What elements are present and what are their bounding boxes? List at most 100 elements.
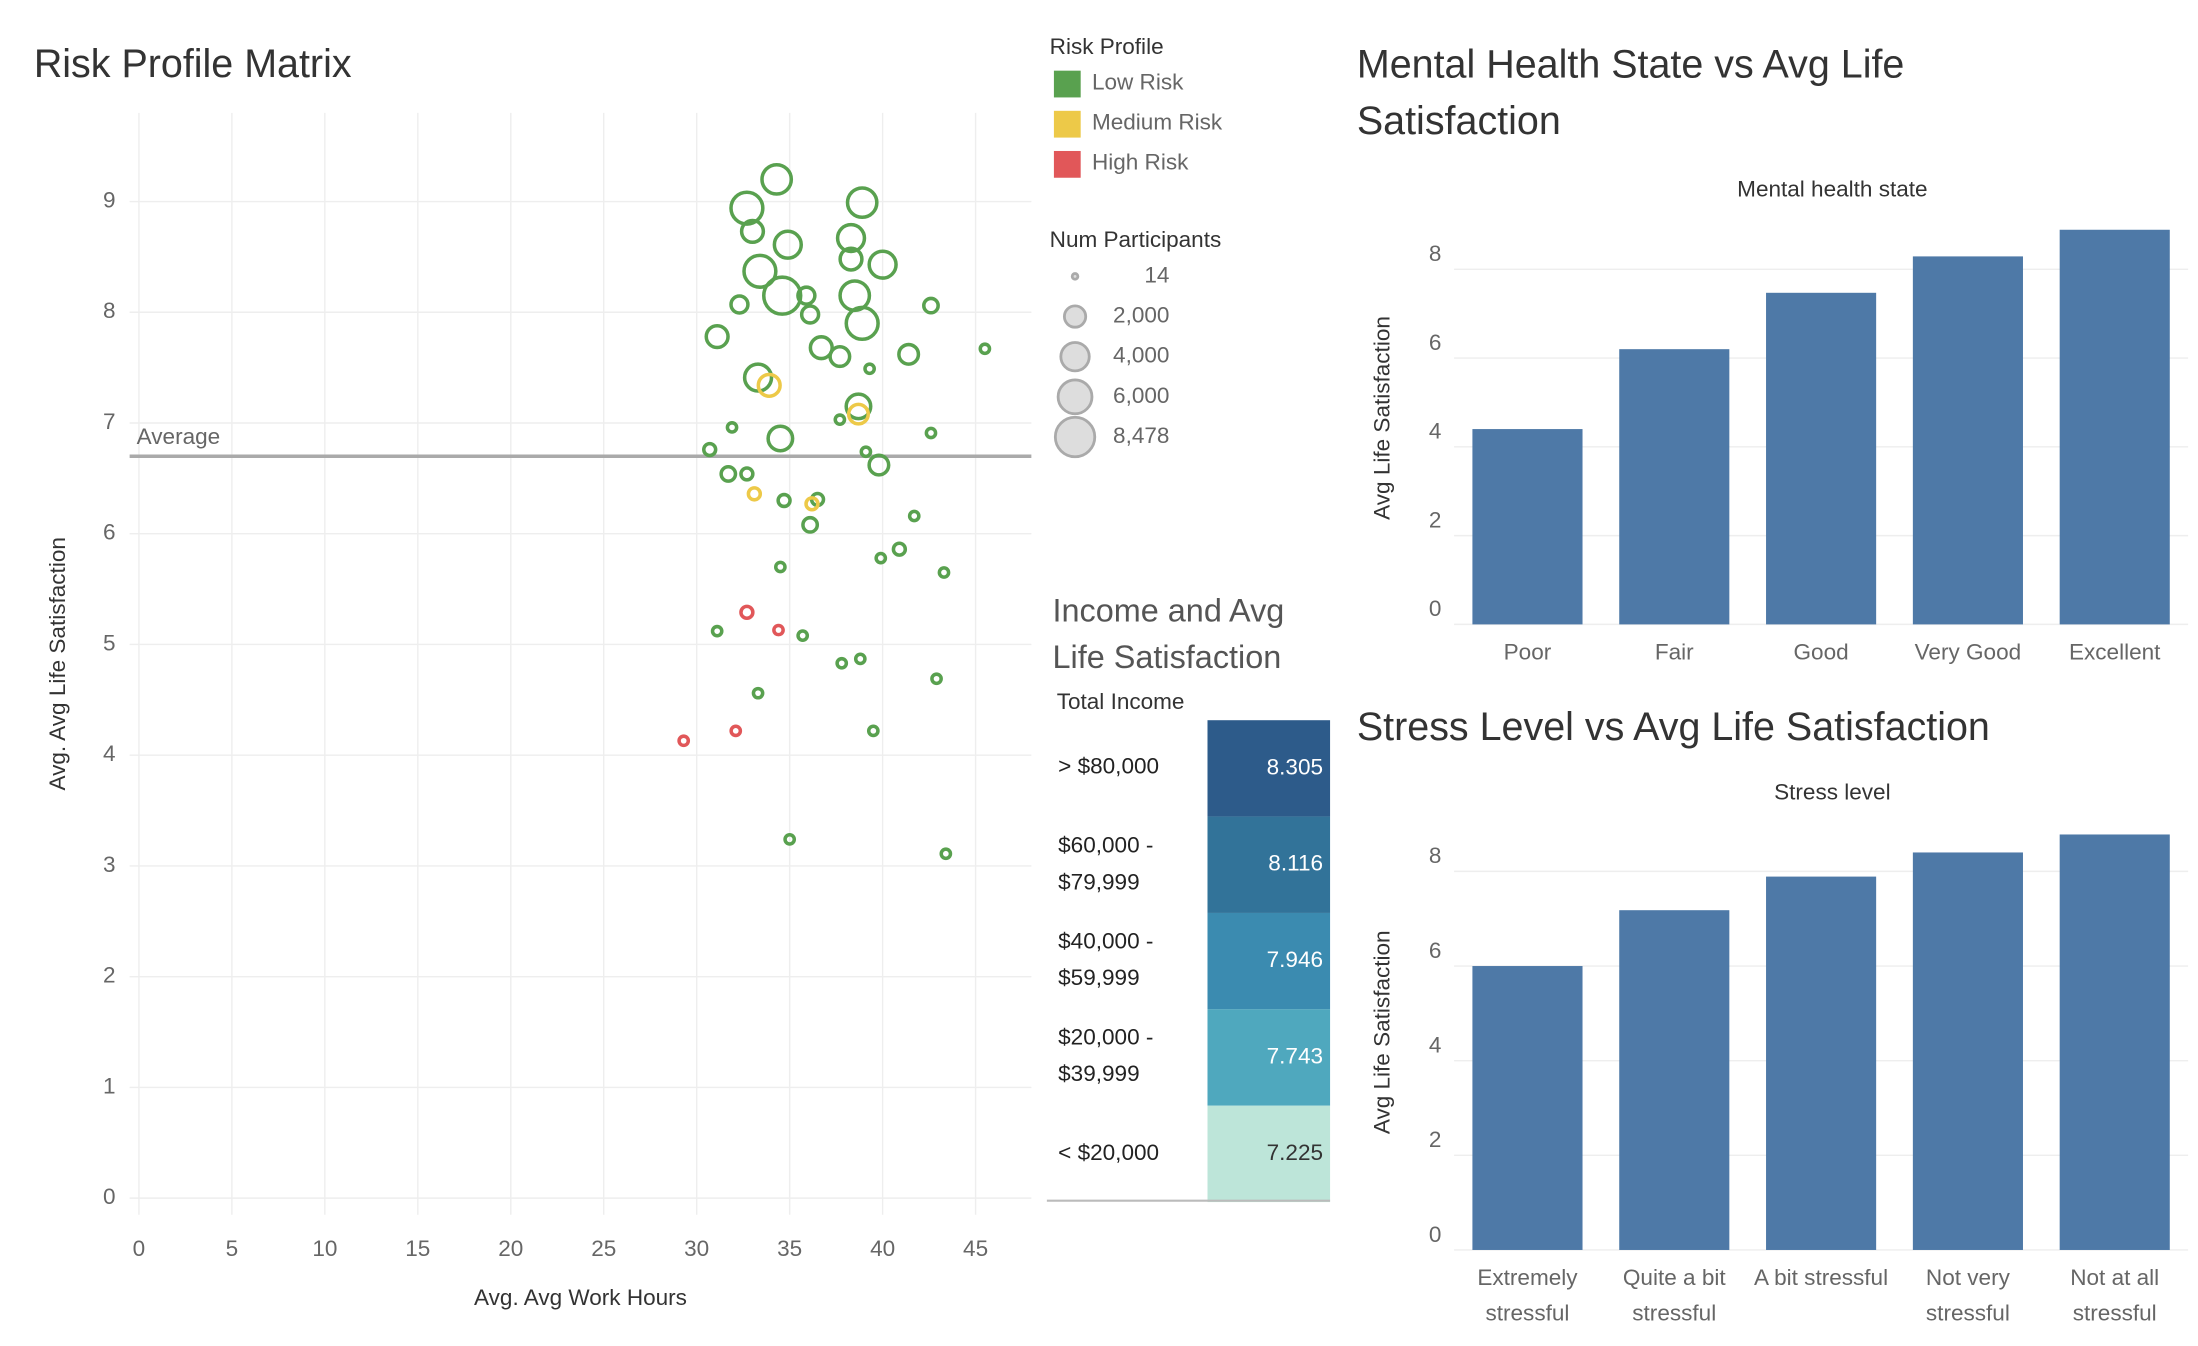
point xyxy=(739,218,766,245)
bar xyxy=(1912,852,2023,1250)
y-tick-label: 9 xyxy=(103,187,116,212)
y-tick-label: 2 xyxy=(103,963,116,988)
row-label: $40,000 - $59,999 xyxy=(1058,930,1154,991)
x-tick-label: A bit stressful xyxy=(1754,1266,1889,1291)
point xyxy=(772,229,803,260)
legend-swatch xyxy=(1053,150,1081,178)
point xyxy=(924,426,938,440)
point xyxy=(766,424,795,453)
chart-title: Risk Profile Matrix xyxy=(34,42,352,86)
row-label-box: $40,000 - $59,999 xyxy=(1058,930,1154,991)
x-tick-label-box: Not very stressful xyxy=(1925,1266,2010,1327)
table-title-box: Income and Avg Life Satisfaction xyxy=(1053,592,1285,675)
row-label-box: < $20,000 xyxy=(1058,1141,1159,1165)
point xyxy=(756,372,782,398)
x-tick-label-box: A bit stressful xyxy=(1754,1266,1889,1291)
point xyxy=(844,392,873,421)
bar xyxy=(1766,292,1877,625)
point xyxy=(922,296,940,315)
point xyxy=(760,162,794,196)
x-tick-label: Very Good xyxy=(1914,641,2022,666)
y-tick-label: 7 xyxy=(103,409,116,434)
y-tick-label: 3 xyxy=(103,852,116,877)
legend-label: High Risk xyxy=(1092,150,1189,175)
point xyxy=(702,441,718,458)
size-legend-label: 2,000 xyxy=(1113,302,1169,327)
y-tick-label: 2 xyxy=(1429,507,1442,532)
point xyxy=(853,652,867,666)
y-tick-label: 0 xyxy=(103,1184,116,1209)
cell-value: 7.743 xyxy=(1267,1043,1323,1068)
y-axis-title: Avg Life Satisfaction xyxy=(1370,316,1395,520)
size-legend-title: Num Participants xyxy=(1050,227,1222,252)
table-cell xyxy=(1207,1009,1331,1106)
x-tick-label: Excellent xyxy=(2068,641,2161,666)
point xyxy=(891,541,908,557)
column-header: Total Income xyxy=(1057,689,1185,714)
x-tick-label: 25 xyxy=(591,1236,616,1261)
point xyxy=(739,604,755,621)
x-tick-label: 45 xyxy=(963,1236,988,1261)
point xyxy=(937,566,951,579)
point xyxy=(710,624,724,638)
x-tick-label: 40 xyxy=(870,1236,895,1261)
x-tick-label-box: Very Good xyxy=(1914,641,2022,666)
point xyxy=(828,345,852,369)
point xyxy=(762,275,803,316)
x-tick-label: Poor xyxy=(1503,641,1552,666)
bar xyxy=(1472,966,1583,1250)
y-tick-label: 0 xyxy=(1429,596,1442,621)
y-tick-label: 2 xyxy=(1429,1127,1442,1152)
x-tick-label-box: Poor xyxy=(1503,641,1552,666)
size-legend-label: 14 xyxy=(1144,262,1169,287)
size-legend-mark xyxy=(1053,415,1097,459)
row-label-box: $60,000 - $79,999 xyxy=(1058,833,1154,895)
x-tick-label: 5 xyxy=(226,1236,239,1261)
point xyxy=(845,186,879,220)
row-label: $60,000 - $79,999 xyxy=(1058,833,1154,895)
chart-title-box: Mental Health State vs Avg Life Satisfac… xyxy=(1356,42,1905,143)
legend-title: Risk Profile xyxy=(1050,34,1164,59)
chart-title: Mental Health State vs Avg Life Satisfac… xyxy=(1356,42,1905,143)
point xyxy=(739,466,755,482)
x-tick-label-box: Fair xyxy=(1654,641,1694,666)
size-legend-label: 6,000 xyxy=(1113,383,1169,408)
bar xyxy=(2059,834,2170,1250)
table-cell xyxy=(1207,720,1331,817)
point xyxy=(796,285,817,306)
point xyxy=(867,453,891,477)
point xyxy=(677,734,691,748)
point xyxy=(838,246,864,272)
x-tick-label: Fair xyxy=(1654,641,1694,666)
chart-title: Stress Level vs Avg Life Satisfaction xyxy=(1356,704,1990,749)
point xyxy=(704,323,730,350)
point xyxy=(846,402,870,426)
bar xyxy=(1619,349,1730,625)
reference-label: Average xyxy=(137,424,221,449)
legend-label: Medium Risk xyxy=(1092,109,1223,134)
x-tick-label: Not very stressful xyxy=(1925,1266,2010,1327)
y-tick-label: 6 xyxy=(1429,938,1442,963)
x-tick-label: 15 xyxy=(405,1236,430,1261)
x-tick-label-box: Good xyxy=(1793,641,1848,665)
x-tick-label-box: Not at all stressful xyxy=(2070,1266,2160,1327)
y-tick-label: 6 xyxy=(1429,330,1442,355)
point xyxy=(742,253,778,289)
y-tick-label: 4 xyxy=(103,741,116,766)
point xyxy=(978,342,992,356)
cell-value: 8.116 xyxy=(1268,851,1323,876)
chart-title-box: Stress Level vs Avg Life Satisfaction xyxy=(1356,704,1990,749)
y-tick-label: 6 xyxy=(103,520,116,545)
x-tick-label: Not at all stressful xyxy=(2070,1266,2160,1327)
point xyxy=(874,551,888,565)
bar xyxy=(1472,429,1583,625)
y-tick-label: 0 xyxy=(1429,1222,1442,1247)
table-cell xyxy=(1207,912,1331,1010)
size-legend-mark xyxy=(1059,341,1091,373)
cell-value: 7.946 xyxy=(1267,947,1323,972)
point xyxy=(725,421,739,434)
y-tick-label: 8 xyxy=(1429,843,1442,868)
x-tick-label-box: Excellent xyxy=(2068,641,2161,666)
x-tick-label: Quite a bit stressful xyxy=(1622,1266,1726,1327)
